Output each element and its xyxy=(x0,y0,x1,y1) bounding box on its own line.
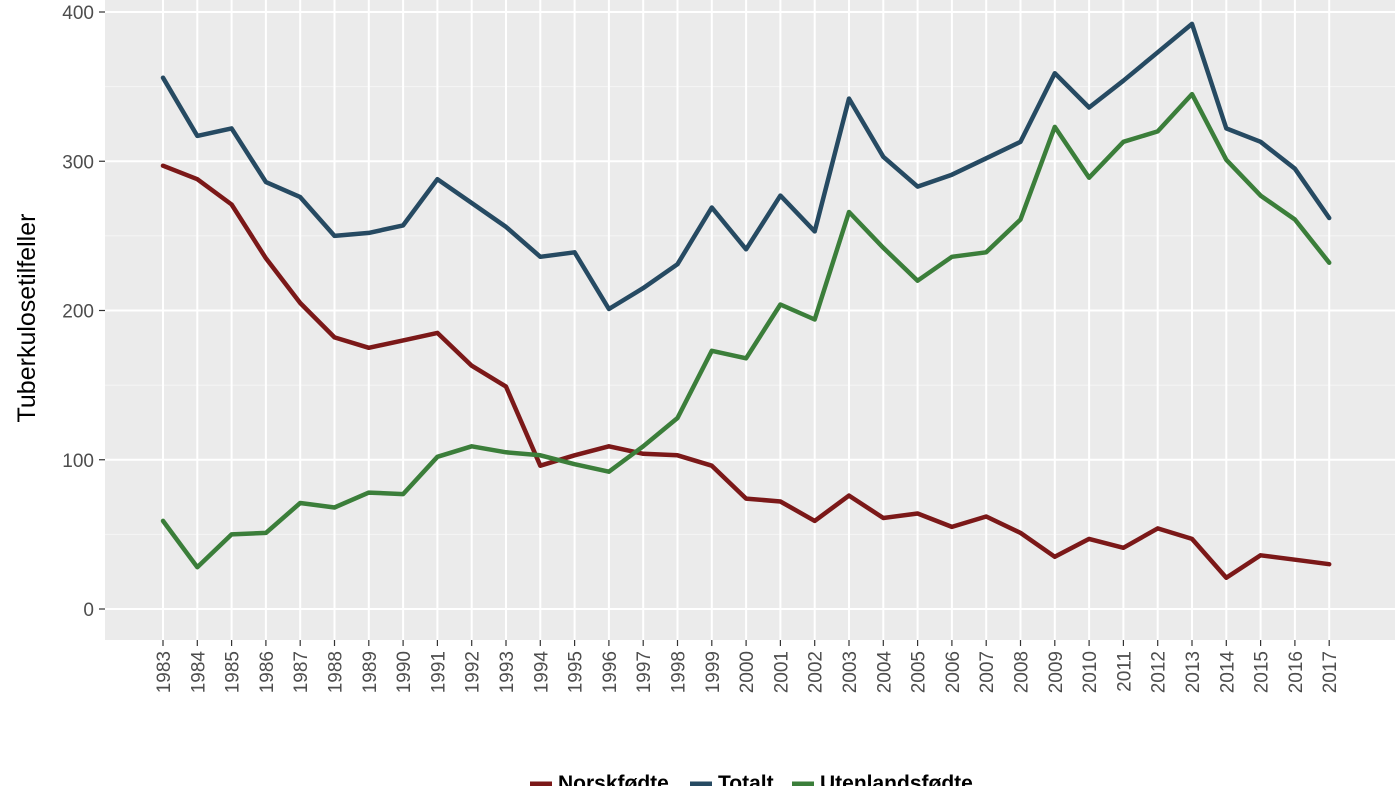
legend-label: Norskfødte xyxy=(558,772,669,786)
x-tick-label: 2012 xyxy=(1149,651,1170,693)
x-tick-label: 2017 xyxy=(1320,651,1341,693)
y-axis: 0 100 200 300 400 xyxy=(62,3,105,621)
x-tick-label: 1999 xyxy=(703,651,724,693)
x-tick-label: 1997 xyxy=(634,651,655,693)
x-tick-label: 2009 xyxy=(1046,651,1067,693)
x-tick-label: 1995 xyxy=(566,651,587,693)
x-tick-label: 2008 xyxy=(1012,651,1033,693)
x-tick-label: 2015 xyxy=(1252,651,1273,693)
x-tick-label: 1992 xyxy=(463,651,484,693)
x-tick-label: 1998 xyxy=(669,651,690,693)
x-tick-label: 1987 xyxy=(291,651,312,693)
major-gridlines xyxy=(105,0,1395,640)
x-tick-label: 2003 xyxy=(840,651,861,693)
x-tick-label: 1996 xyxy=(600,651,621,693)
x-tick-label: 1989 xyxy=(360,651,381,693)
y-tick-label: 400 xyxy=(62,3,94,24)
y-tick-label: 200 xyxy=(62,302,94,323)
x-tick-label: 1991 xyxy=(428,651,449,693)
plot-panel xyxy=(105,0,1395,640)
x-tick-label: 2005 xyxy=(909,651,930,693)
x-tick-label: 1984 xyxy=(188,651,209,694)
x-tick-label: 2007 xyxy=(977,651,998,693)
x-tick-label: 1985 xyxy=(223,651,244,693)
x-tick-label: 1983 xyxy=(154,651,175,693)
y-axis-label: Tuberkulosetilfeller xyxy=(13,214,41,423)
x-tick-label: 2013 xyxy=(1183,651,1204,693)
x-tick-label: 2004 xyxy=(874,651,895,694)
series-line-2 xyxy=(160,91,1332,570)
x-tick-label: 1990 xyxy=(394,651,415,693)
x-tick-label: 1988 xyxy=(326,651,347,693)
x-tick-label: 2011 xyxy=(1114,651,1135,692)
x-tick-label: 2016 xyxy=(1286,651,1307,693)
x-tick-label: 2002 xyxy=(806,651,827,693)
series-layer xyxy=(160,21,1332,580)
y-tick-label: 300 xyxy=(62,152,94,173)
x-tick-label: 1986 xyxy=(257,651,278,693)
y-tick-label: 0 xyxy=(83,600,94,621)
legend-label: Totalt xyxy=(718,772,774,786)
legend-label: Utenlandsfødte xyxy=(820,772,973,786)
x-tick-label: 1994 xyxy=(531,651,552,694)
x-tick-label: 2006 xyxy=(943,651,964,693)
x-tick-label: 1993 xyxy=(497,651,518,693)
series-line-1 xyxy=(160,21,1332,312)
x-tick-label: 2001 xyxy=(771,651,792,693)
series-line-0 xyxy=(160,163,1332,580)
x-tick-label: 2010 xyxy=(1080,651,1101,693)
legend: Norskfødte Totalt Utenlandsfødte xyxy=(530,772,973,786)
y-tick-label: 100 xyxy=(62,451,94,472)
x-tick-label: 2014 xyxy=(1217,651,1238,694)
x-tick-label: 2000 xyxy=(737,651,758,693)
x-axis: 1983 1984 1985 1986 1987 1988 1989 1990 1991 1992… xyxy=(154,640,1341,693)
